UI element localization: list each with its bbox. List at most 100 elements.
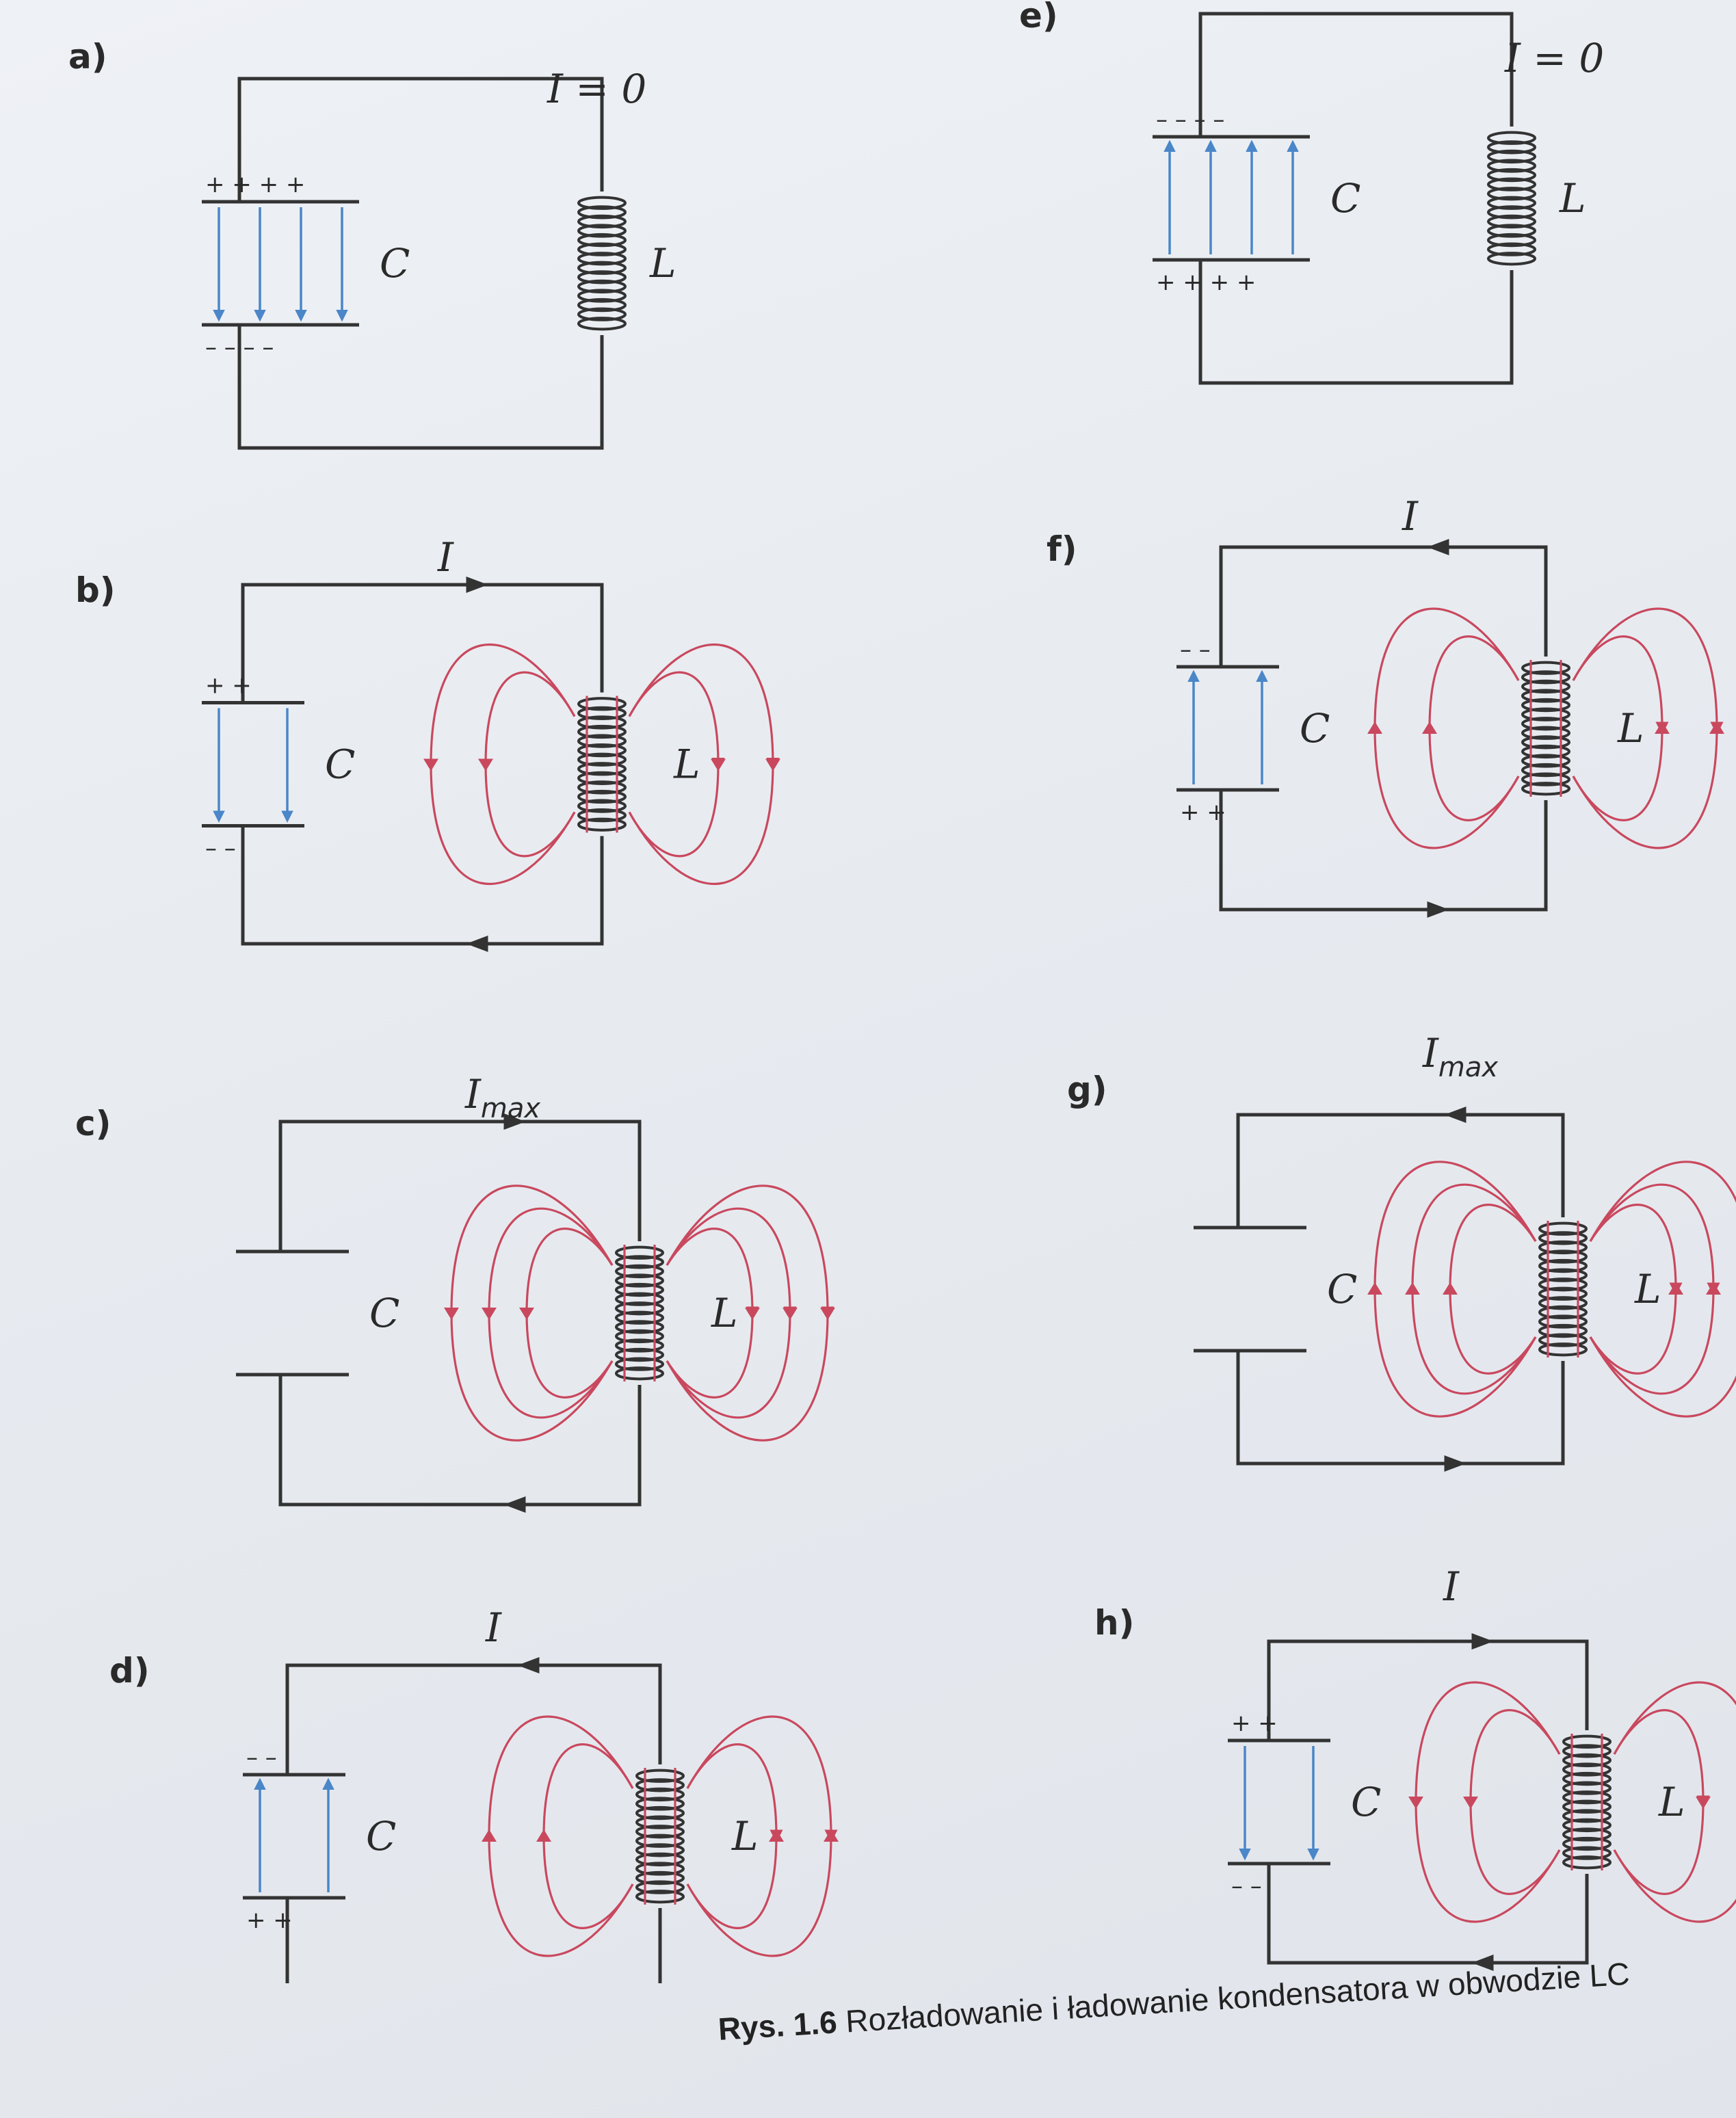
field-arrow	[444, 1308, 459, 1320]
field-arrow	[482, 1308, 497, 1320]
current-direction-arrow	[504, 1496, 526, 1513]
circuit-wire-top	[287, 1665, 660, 1775]
inductor-symbol: L	[711, 1290, 738, 1336]
field-arrow	[1367, 722, 1382, 734]
capacitor-symbol: C	[1330, 175, 1360, 222]
magnetic-field-line	[1416, 1682, 1560, 1922]
magnetic-field-line	[1590, 1205, 1676, 1374]
field-arrow	[1709, 722, 1724, 734]
current-direction-arrow	[466, 577, 488, 593]
magnetic-field-line	[1450, 1205, 1536, 1374]
capacitor-symbol: C	[369, 1290, 399, 1336]
capacitor-symbol: C	[1351, 1779, 1381, 1825]
current-label: Imax	[464, 1071, 540, 1124]
field-arrow	[478, 759, 493, 771]
plate-charge-bottom: – –	[205, 835, 236, 862]
current-label: Imax	[1422, 1030, 1498, 1083]
panel-label: c)	[75, 1104, 111, 1143]
field-arrow	[1706, 1282, 1721, 1295]
field-arrow	[769, 1829, 784, 1842]
field-arrow	[1696, 1797, 1711, 1809]
field-arrow	[1668, 1282, 1683, 1295]
field-arrow	[1463, 1797, 1478, 1809]
plate-charge-bottom: – – – –	[205, 334, 274, 361]
magnetic-field-line	[431, 645, 575, 884]
panel-d: – –+ +C LId)	[109, 1604, 839, 1983]
circuit-wire-bottom	[287, 1898, 660, 1983]
current-subscript: max	[481, 1093, 540, 1124]
magnetic-field-line	[1430, 637, 1518, 821]
panel-f: – – + + C L If)	[1047, 493, 1724, 918]
current-direction-arrow	[466, 936, 488, 952]
panel-label: f)	[1047, 529, 1077, 569]
panel-label: e)	[1019, 0, 1058, 36]
magnetic-field-line	[1375, 1162, 1536, 1416]
field-arrow	[423, 759, 438, 771]
plate-charge-bottom: + +	[1180, 799, 1226, 826]
magnetic-field-line	[1412, 1184, 1536, 1393]
current-label: I = 0	[547, 66, 646, 112]
magnetic-field-line	[544, 1745, 633, 1929]
current-label: I	[437, 534, 454, 581]
capacitor-symbol: C	[1300, 705, 1330, 752]
current-label: I	[1402, 493, 1419, 540]
current-direction-arrow	[518, 1657, 540, 1673]
current-direction-arrow	[1428, 901, 1449, 918]
plate-charge-top: – –	[1180, 636, 1211, 663]
current-direction-arrow	[1472, 1633, 1494, 1650]
current-direction-arrow	[1445, 1107, 1467, 1123]
magnetic-field-line	[667, 1229, 752, 1398]
plate-charge-top: + + + +	[205, 171, 305, 198]
inductor-symbol: L	[1658, 1779, 1685, 1825]
panel-label: d)	[109, 1651, 150, 1691]
inductor-symbol: L	[1634, 1266, 1661, 1312]
field-arrow	[536, 1829, 551, 1842]
capacitor-symbol: C	[366, 1813, 396, 1859]
panel-label: h)	[1094, 1603, 1134, 1643]
panel-a: + + + + – – – – C L I = 0 a)	[68, 37, 676, 448]
circuit-wire-top	[1200, 14, 1512, 137]
plate-charge-top: + +	[205, 672, 252, 700]
field-arrow	[745, 1308, 760, 1320]
magnetic-field-line	[451, 1186, 612, 1440]
current-direction-arrow	[1445, 1455, 1467, 1472]
inductor-symbol: L	[1617, 705, 1644, 752]
field-arrow	[1405, 1282, 1420, 1295]
current-label: I	[485, 1604, 502, 1651]
capacitor-symbol: C	[1327, 1266, 1357, 1312]
plate-charge-bottom: + +	[246, 1907, 293, 1934]
capacitor-symbol: C	[325, 741, 355, 788]
inductor-symbol: L	[731, 1813, 759, 1859]
field-arrow	[1408, 1797, 1423, 1809]
panel-h: + +– –C LIh)	[1094, 1563, 1736, 1971]
field-arrow	[1443, 1282, 1458, 1295]
circuit-wire-top	[243, 585, 602, 703]
inductor-symbol: L	[1559, 175, 1586, 222]
current-label: I	[1443, 1563, 1460, 1610]
panel-g: C L Imax g)	[1067, 1030, 1736, 1472]
field-arrow	[820, 1308, 835, 1320]
panel-label: a)	[68, 37, 107, 77]
plate-charge-bottom: + + + +	[1156, 269, 1256, 296]
field-arrow	[519, 1308, 534, 1320]
field-arrow	[765, 759, 780, 771]
magnetic-field-line	[489, 1208, 612, 1417]
magnetic-field-line	[1375, 609, 1518, 848]
caption-number: Rys. 1.6	[717, 2004, 838, 2047]
panel-b: + + – – C L Ib)	[75, 534, 780, 952]
magnetic-field-line	[1573, 609, 1717, 848]
magnetic-field-line	[489, 1717, 633, 1956]
capacitor-symbol: C	[380, 240, 410, 287]
current-subscript: max	[1438, 1052, 1498, 1083]
field-arrow	[1655, 722, 1670, 734]
magnetic-field-line	[527, 1229, 612, 1398]
circuit-wire-bottom	[243, 826, 602, 944]
field-arrow	[1367, 1282, 1382, 1295]
magnetic-field-line	[629, 645, 773, 884]
inductor-symbol: L	[649, 240, 676, 287]
magnetic-field-line	[1471, 1710, 1560, 1894]
field-arrow	[482, 1829, 497, 1842]
circuit-wire-bottom	[239, 325, 602, 448]
panel-label: g)	[1067, 1070, 1107, 1109]
